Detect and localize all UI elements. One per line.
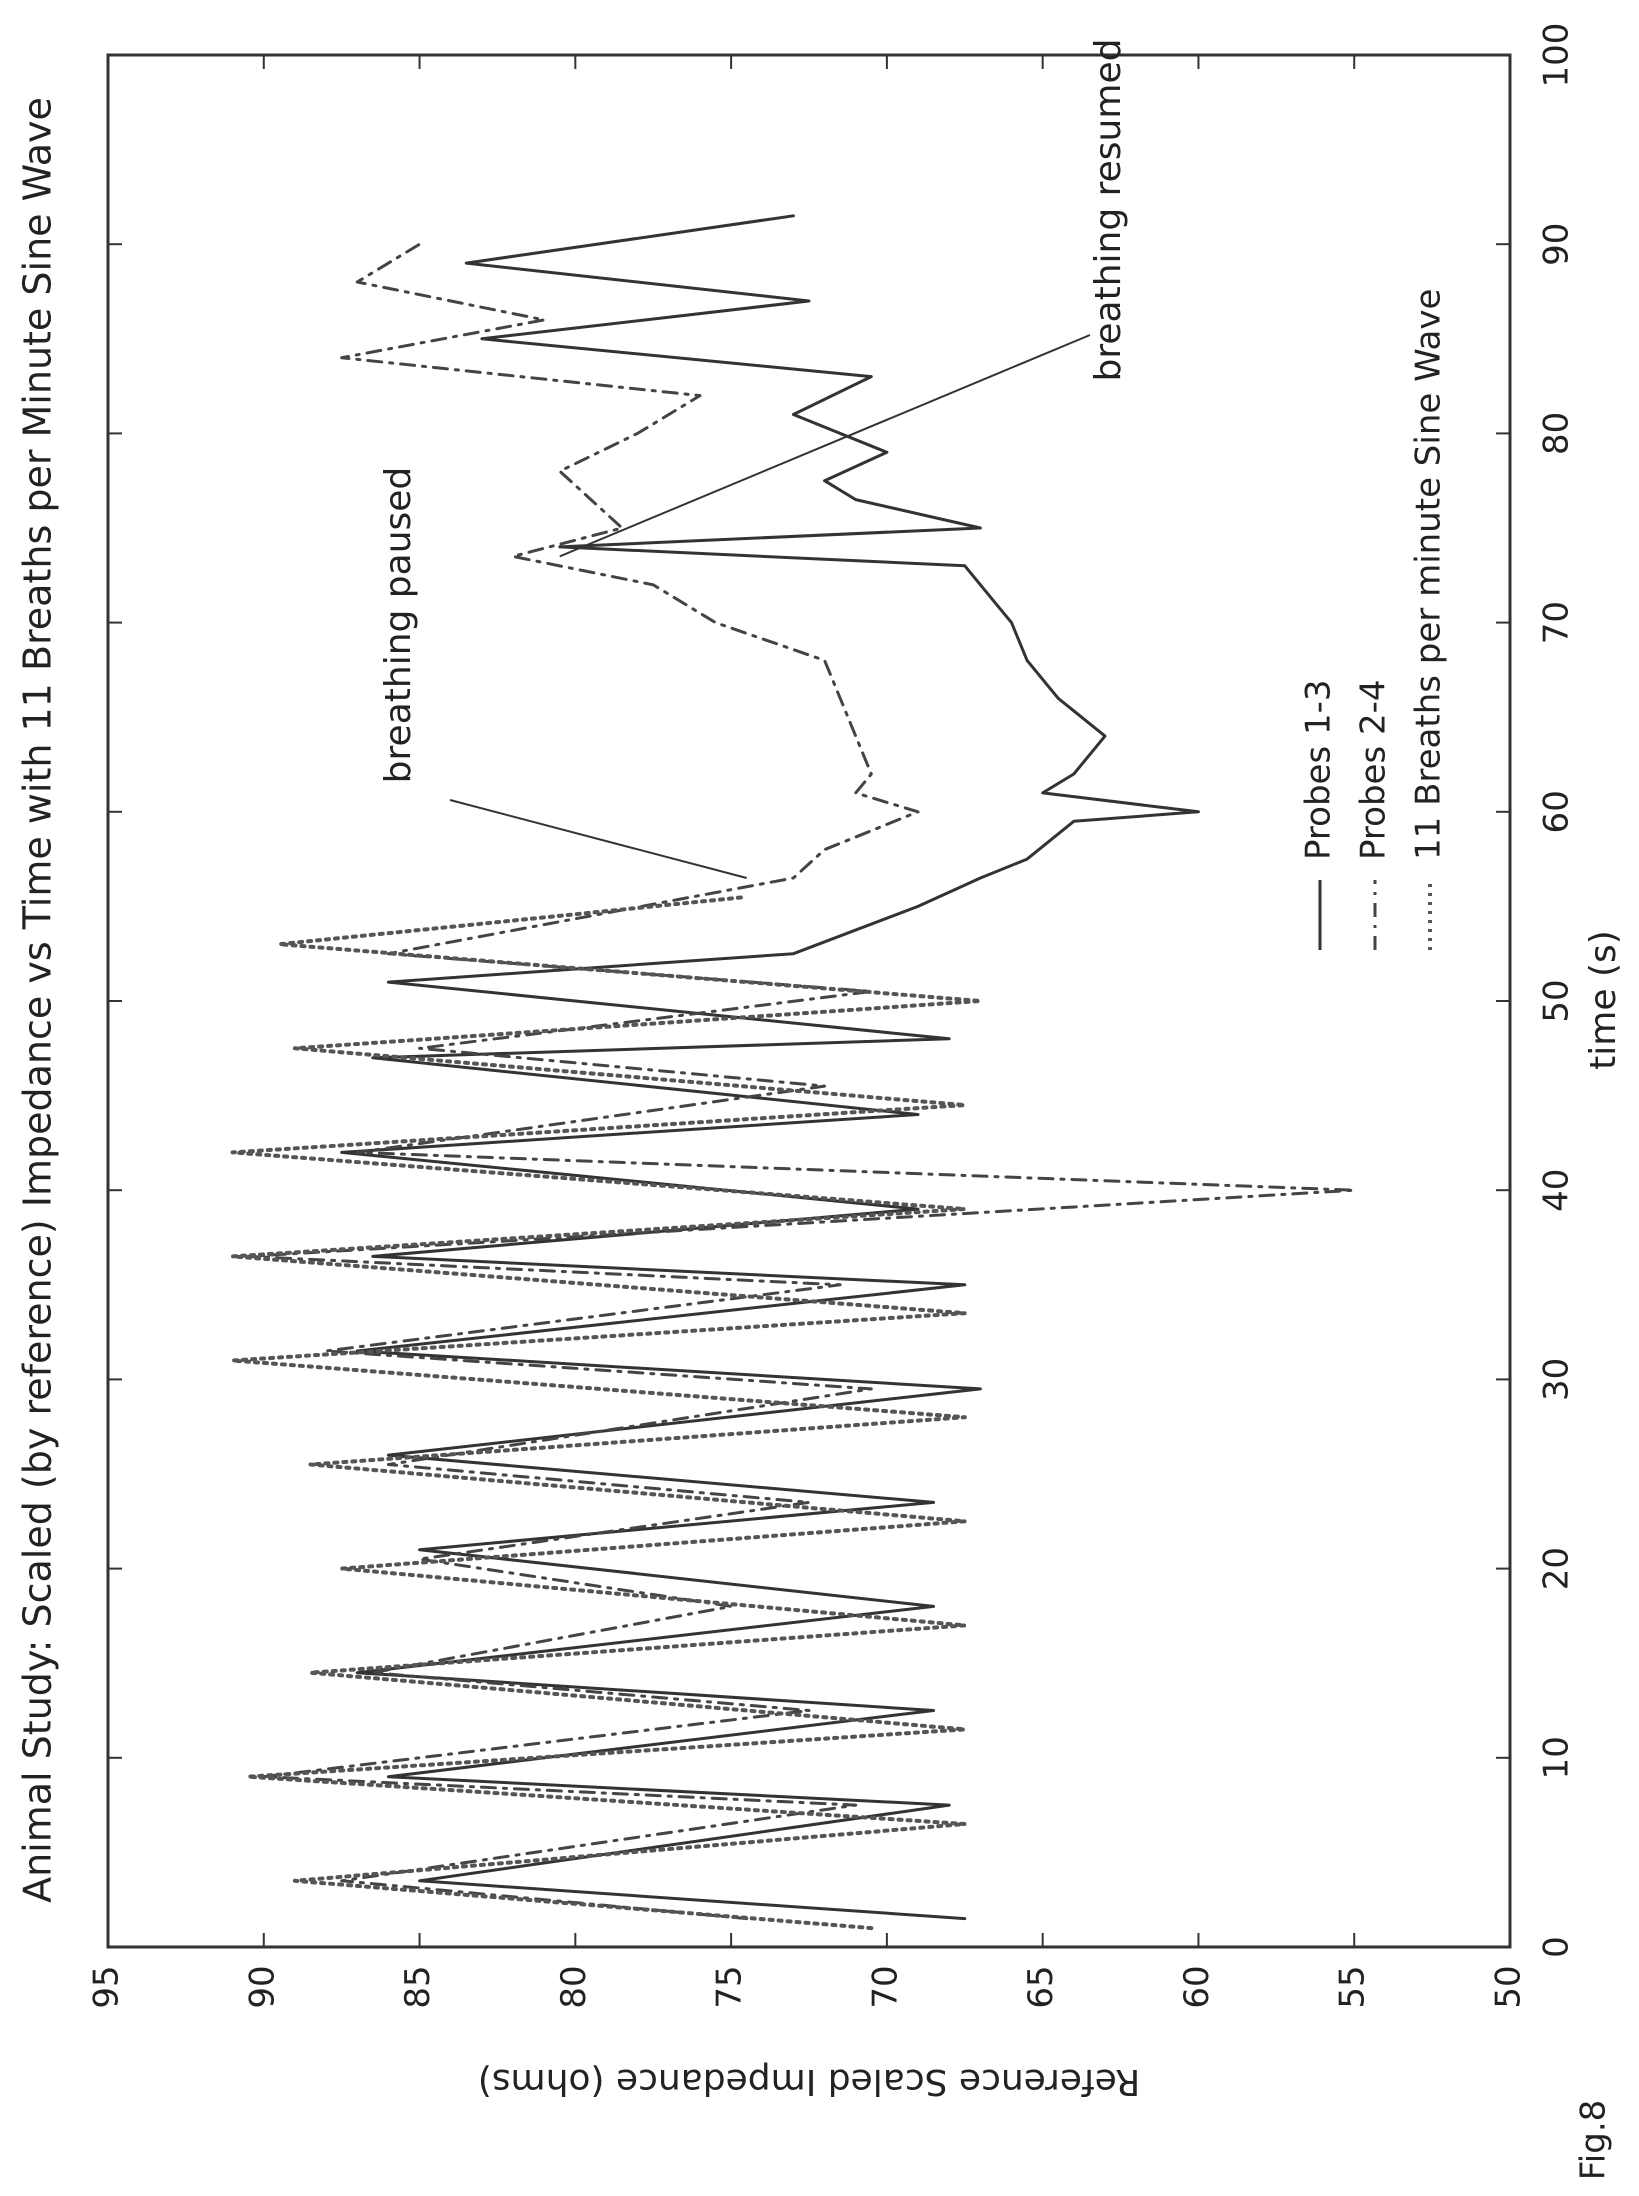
x-tick-label: 70 <box>1537 601 1577 644</box>
annotation-leader-line <box>559 334 1091 558</box>
x-tick-label: 30 <box>1537 1358 1577 1401</box>
series-line-3 <box>230 894 983 1931</box>
y-tick-label: 80 <box>554 1965 594 2008</box>
y-tick-label: 70 <box>865 1965 905 2008</box>
legend-label-2: Probes 2-4 <box>1354 680 1394 861</box>
legend-label-3: 11 Breaths per minute Sine Wave <box>1409 289 1449 860</box>
y-axis-label: Reference Scaled Impedance (ohms) <box>478 2061 1140 2102</box>
series-line-1 <box>340 214 1200 1921</box>
annotation-breathing-resumed: breathing resumed <box>1088 39 1129 382</box>
plot-area-frame <box>106 53 1512 1949</box>
figure-label: Fig.8 <box>1574 2100 1614 2181</box>
x-tick-label: 20 <box>1537 1547 1577 1590</box>
y-tick-label: 90 <box>242 1965 282 2008</box>
y-tick-label: 50 <box>1489 1965 1529 2008</box>
x-tick-label: 60 <box>1537 790 1577 833</box>
x-tick-label: 90 <box>1537 223 1577 266</box>
series-line-2 <box>246 242 1356 1921</box>
chart-title: Animal Study: Scaled (by reference) Impe… <box>16 97 60 1903</box>
annotation-breathing-paused: breathing paused <box>378 467 419 784</box>
y-tick-label: 55 <box>1333 1965 1373 2008</box>
y-tick-label: 95 <box>87 1965 127 2008</box>
x-tick-label: 100 <box>1537 23 1577 88</box>
y-tick-label: 75 <box>710 1965 750 2008</box>
y-tick-label: 85 <box>398 1965 438 2008</box>
x-tick-label: 40 <box>1537 1169 1577 1212</box>
x-axis-label: time (s) <box>1583 930 1624 1070</box>
axis-ticks: 0 10 20 30 40 50 60 70 80 90 100 50 55 60 65 70 75 80 85 90… <box>87 23 1577 2009</box>
y-tick-label: 60 <box>1177 1965 1217 2008</box>
y-tick-label: 65 <box>1021 1965 1061 2008</box>
annotation-leader-line <box>449 799 747 879</box>
legend: Probes 1-3 Probes 2-4 11 Breaths per minut… <box>1299 289 1449 950</box>
plot-root: 0 10 20 30 40 50 60 70 80 90 100 50 55 60 65 70 75 80 85 90… <box>16 23 1625 2102</box>
legend-label-1: Probes 1-3 <box>1299 680 1339 861</box>
annotation-layer: breathing paused breathing resumed <box>378 39 1129 879</box>
x-tick-label: 10 <box>1537 1736 1577 1779</box>
x-tick-label: 80 <box>1537 412 1577 455</box>
x-tick-label: 0 <box>1537 1936 1577 1958</box>
x-tick-label: 50 <box>1537 979 1577 1022</box>
series-layer <box>230 214 1356 1931</box>
